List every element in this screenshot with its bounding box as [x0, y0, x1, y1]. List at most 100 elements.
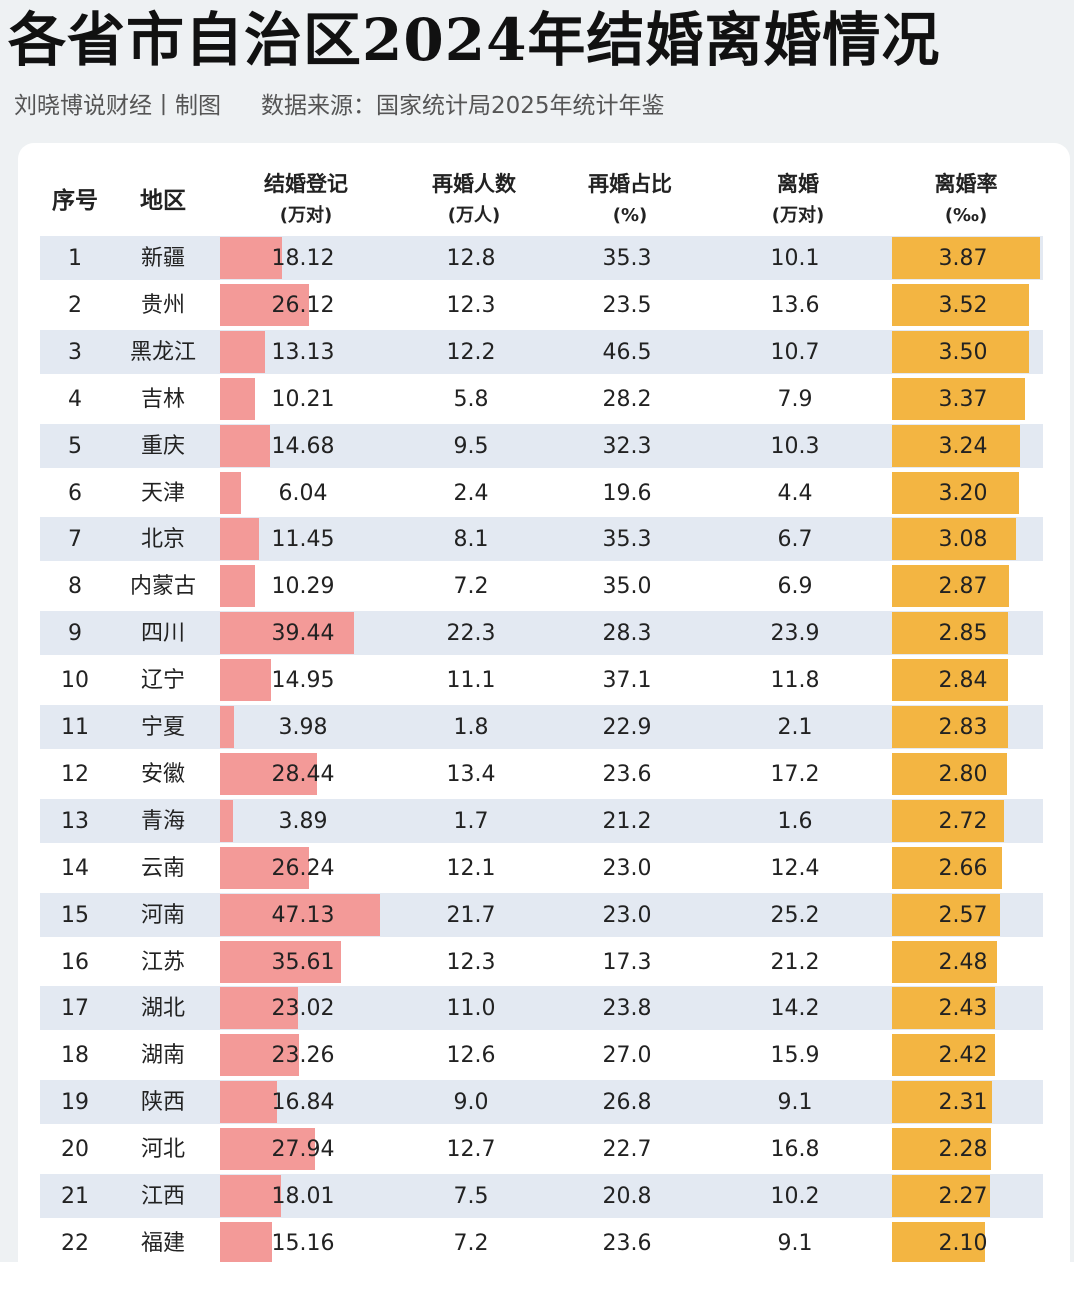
- remarry-pct-cell: 23.0: [602, 902, 652, 928]
- remarry-pct-cell: 17.3: [602, 949, 652, 975]
- remarry-pct-cell: 46.5: [602, 339, 652, 365]
- rank-cell: 20: [61, 1137, 89, 1163]
- rank-cell: 7: [68, 527, 82, 553]
- divorce-rate-cell: 3.50: [938, 339, 988, 365]
- divorce-rate-cell: 2.27: [938, 1184, 988, 1209]
- remarry-pct-cell: 23.6: [602, 761, 652, 787]
- rank-cell: 2: [68, 292, 82, 318]
- remarry-pct-cell: 26.8: [602, 1090, 652, 1116]
- region-cell: 天津: [140, 480, 186, 506]
- divorce-cell: 10.1: [770, 246, 820, 271]
- divorce-rate-bar: [892, 1034, 996, 1077]
- divorce-rate-bar: [892, 237, 1040, 279]
- divorce-rate-cell: 3.52: [938, 292, 988, 318]
- divorce-cell: 25.2: [770, 902, 820, 928]
- rank-cell: 19: [61, 1090, 89, 1116]
- rank-cell: 13: [61, 808, 89, 834]
- remarry-cell: 21.7: [446, 902, 496, 928]
- marriage-bar: [220, 518, 259, 561]
- remarry-cell: 9.5: [453, 433, 489, 459]
- divorce-cell: 1.6: [777, 808, 813, 834]
- remarry-pct-cell: 22.7: [602, 1137, 652, 1163]
- table-row: 1 新疆 18.12 12.8 35.3 10.1 3.87: [40, 236, 1043, 280]
- region-cell: 江苏: [140, 949, 186, 975]
- table-row: 4 吉林 10.21 5.8 28.2 7.9 3.37: [40, 377, 1043, 421]
- table-row: 2 贵州 26.12 12.3 23.5 13.6 3.52: [40, 283, 1043, 327]
- marriage-bar: [220, 565, 255, 608]
- marriage-bar: [220, 940, 342, 983]
- marriage-cell: 3.89: [278, 808, 328, 834]
- region-cell: 贵州: [140, 292, 186, 318]
- remarry-pct-cell: 23.6: [602, 1230, 652, 1256]
- divorce-rate-bar: [892, 330, 1029, 373]
- rank-cell: 10: [61, 668, 89, 694]
- region-cell: 青海: [140, 808, 186, 834]
- region-cell: 重庆: [140, 433, 186, 459]
- marriage-cell: 14.68: [271, 433, 335, 459]
- rank-cell: 17: [61, 996, 89, 1022]
- remarry-pct-cell: 35.3: [602, 246, 652, 271]
- table-row: 20 河北 27.94 12.7 22.7 16.8 2.28: [40, 1127, 1043, 1171]
- remarry-pct-cell: 23.5: [602, 292, 652, 318]
- divorce-rate-bar: [892, 1221, 986, 1264]
- remarry-pct-cell: 37.1: [602, 668, 652, 694]
- marriage-bar: [220, 283, 309, 326]
- header-divorce: 离婚 (万对): [771, 172, 825, 226]
- divorce-rate-bar: [892, 612, 1009, 655]
- data-source: 数据来源：国家统计局2025年统计年鉴: [261, 93, 665, 119]
- marriage-bar: [220, 706, 234, 748]
- divorce-rate-cell: 3.37: [938, 386, 988, 412]
- divorce-rate-bar: [892, 1175, 991, 1217]
- divorce-rate-bar: [892, 893, 1000, 936]
- divorce-cell: 13.6: [770, 292, 820, 318]
- marriage-bar: [220, 1081, 278, 1124]
- divorce-rate-cell: 2.48: [938, 949, 988, 975]
- marriage-cell: 18.12: [271, 246, 335, 271]
- marriage-cell: 27.94: [271, 1137, 335, 1163]
- table-row: 5 重庆 14.68 9.5 32.3 10.3 3.24: [40, 423, 1043, 468]
- marriage-bar: [220, 424, 270, 467]
- remarry-cell: 12.8: [446, 246, 496, 271]
- region-cell: 黑龙江: [129, 339, 197, 365]
- divorce-cell: 6.9: [777, 574, 813, 600]
- header-rank: 序号: [52, 188, 98, 214]
- remarry-cell: 7.2: [453, 574, 489, 600]
- marriage-cell: 10.21: [271, 386, 335, 412]
- rank-cell: 9: [68, 621, 82, 647]
- region-cell: 安徽: [140, 761, 186, 787]
- bottom-edge: [0, 1262, 1074, 1296]
- marriage-bar: [220, 659, 271, 702]
- divorce-cell: 21.2: [770, 949, 820, 975]
- divorce-cell: 16.8: [770, 1137, 820, 1163]
- table-row: 13 青海 3.89 1.7 21.2 1.6 2.72: [40, 798, 1043, 843]
- remarry-pct-cell: 28.3: [602, 621, 652, 647]
- table-row: 16 江苏 35.61 12.3 17.3 21.2 2.48: [40, 940, 1043, 984]
- marriage-bar: [220, 471, 241, 514]
- divorce-rate-bar: [892, 424, 1021, 467]
- divorce-rate-cell: 2.80: [938, 761, 988, 787]
- rank-cell: 21: [61, 1184, 89, 1209]
- marriage-bar: [220, 893, 381, 936]
- divorce-cell: 10.7: [770, 339, 820, 365]
- divorce-rate-bar: [892, 471, 1020, 514]
- region-cell: 湖南: [140, 1043, 186, 1069]
- divorce-cell: 11.8: [770, 668, 820, 694]
- table-row: 6 天津 6.04 2.4 19.6 4.4 3.20: [40, 471, 1043, 515]
- rank-cell: 15: [61, 902, 89, 928]
- table-row: 12 安徽 28.44 13.4 23.6 17.2 2.80: [40, 752, 1043, 796]
- remarry-cell: 11.0: [446, 996, 496, 1022]
- marriage-cell: 39.44: [271, 621, 335, 647]
- remarry-cell: 7.2: [453, 1230, 489, 1256]
- divorce-rate-bar: [892, 752, 1007, 795]
- region-cell: 福建: [140, 1230, 186, 1256]
- remarry-cell: 5.8: [453, 386, 489, 412]
- table-row: 19 陕西 16.84 9.0 26.8 9.1 2.31: [40, 1080, 1043, 1125]
- marriage-cell: 23.02: [271, 996, 335, 1022]
- remarry-cell: 2.4: [453, 480, 489, 506]
- region-cell: 河北: [140, 1137, 186, 1163]
- marriage-cell: 14.95: [271, 668, 335, 694]
- rank-cell: 8: [68, 574, 82, 600]
- divorce-cell: 6.7: [777, 527, 813, 553]
- divorce-rate-cell: 2.72: [938, 808, 988, 834]
- divorce-rate-bar: [892, 1128, 991, 1171]
